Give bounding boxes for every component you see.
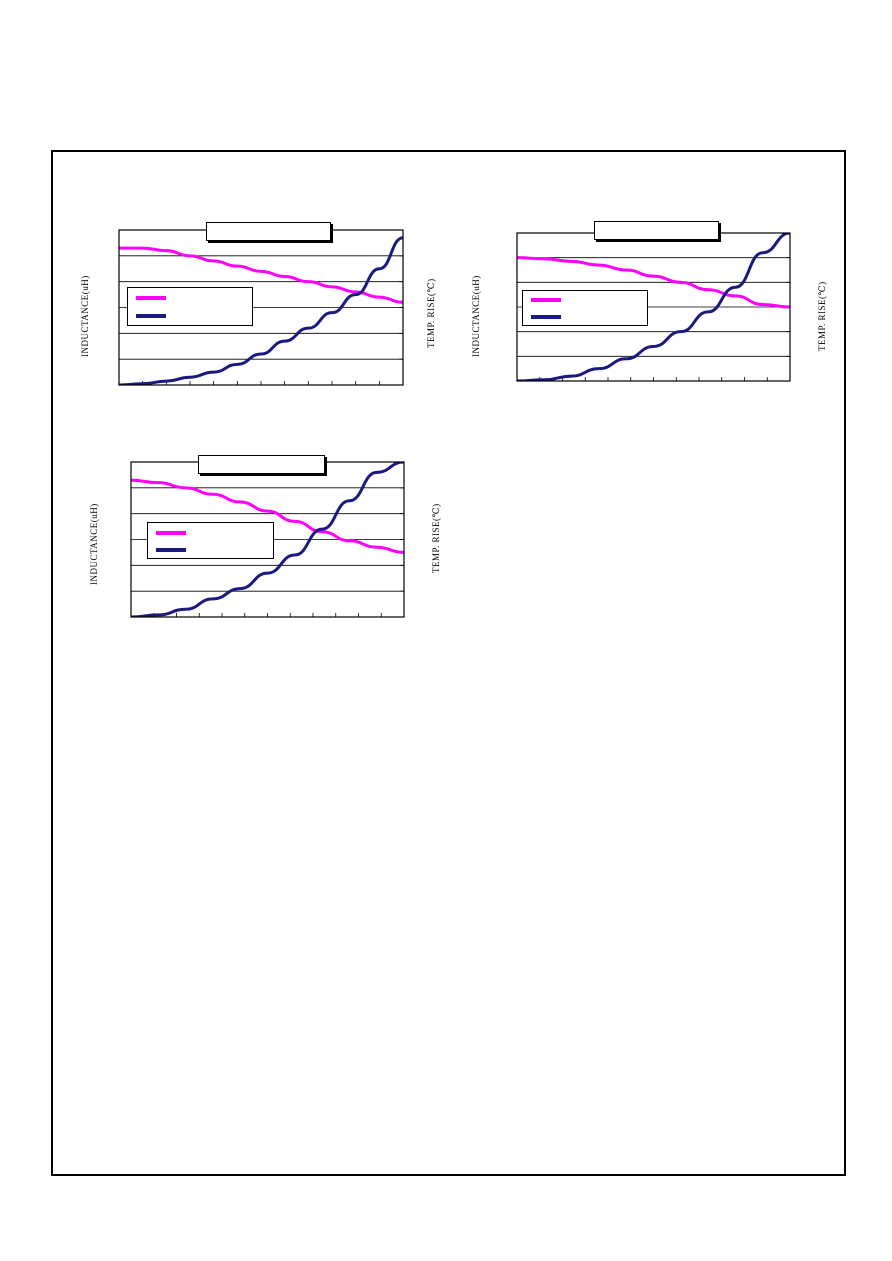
temp-rise-series-line (517, 233, 790, 381)
legend-swatch-inductance (156, 531, 186, 535)
chart-2-y2label: TEMP. RISE(℃) (817, 281, 827, 351)
inductance-series-line (119, 246, 403, 304)
legend-swatch-temp-rise (156, 548, 186, 552)
inductance-series-line (131, 478, 404, 554)
chart-3-y2label: TEMP. RISE(℃) (431, 503, 441, 573)
temp-rise-series-line (131, 462, 404, 617)
chart-2-ylabel: INDUCTANCE(uH) (471, 275, 481, 357)
inductance-series-line (517, 256, 790, 309)
chart-2-title (594, 221, 719, 240)
chart-1-legend (127, 287, 253, 326)
chart-2-legend (522, 290, 648, 326)
chart-3-legend (147, 522, 274, 559)
chart-3-plot (130, 461, 405, 618)
chart-3 (130, 461, 405, 618)
temp-rise-series-line (119, 236, 403, 385)
chart-3-ylabel: INDUCTANCE(uH) (89, 503, 99, 585)
legend-swatch-inductance (531, 298, 561, 302)
legend-swatch-inductance (136, 296, 166, 300)
legend-swatch-temp-rise (531, 315, 561, 319)
chart-1-title (206, 222, 331, 241)
page-frame (51, 150, 846, 1176)
chart-1-y2label: TEMP. RISE(℃) (426, 278, 436, 348)
chart-3-title (198, 455, 325, 474)
legend-swatch-temp-rise (136, 314, 166, 318)
chart-1-ylabel: INDUCTANCE(uH) (80, 275, 90, 357)
